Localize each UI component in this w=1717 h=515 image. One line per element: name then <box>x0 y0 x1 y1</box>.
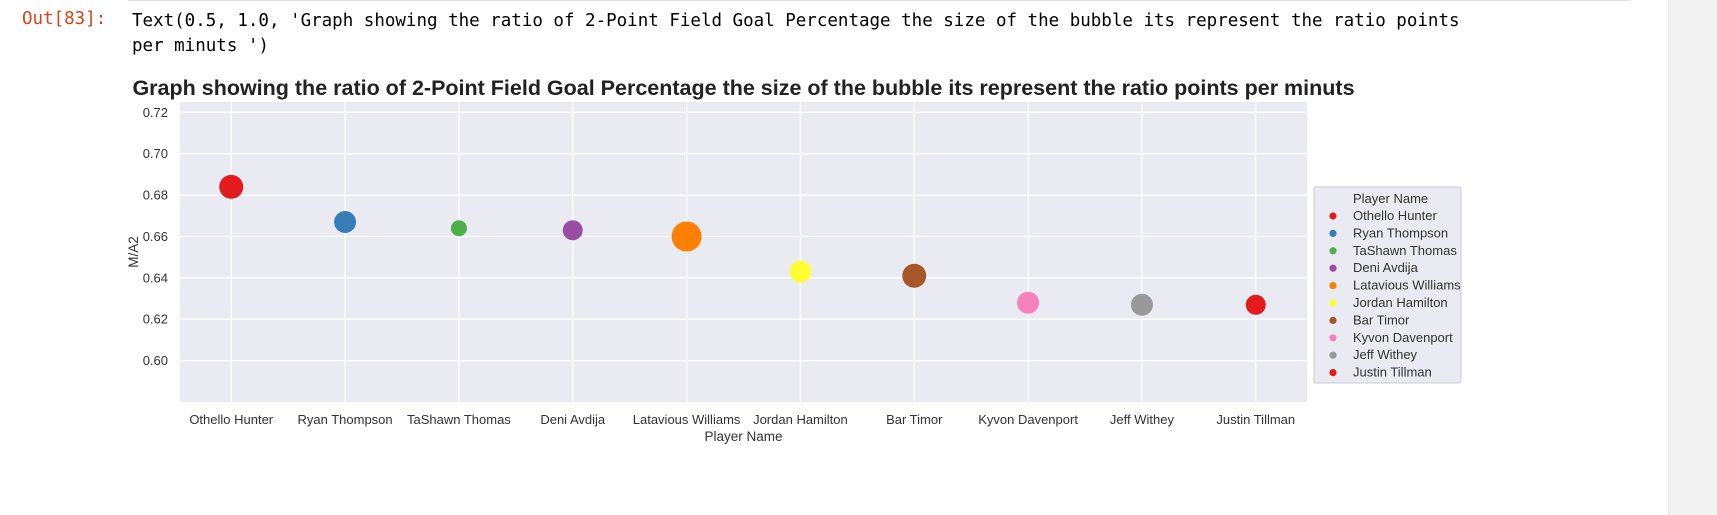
legend-marker <box>1329 299 1337 307</box>
data-point <box>219 174 244 199</box>
legend-marker <box>1329 264 1337 272</box>
x-tick-label: Bar Timor <box>886 412 943 427</box>
y-tick-label: 0.60 <box>143 353 168 368</box>
data-point <box>1130 293 1153 316</box>
legend-label: Latavious Williams <box>1353 278 1461 293</box>
legend-marker <box>1329 334 1337 342</box>
data-point <box>902 263 927 288</box>
data-point <box>789 260 812 283</box>
legend-label: Bar Timor <box>1353 312 1410 327</box>
legend-label: Othello Hunter <box>1353 208 1437 223</box>
y-tick-label: 0.62 <box>143 312 168 327</box>
y-tick-label: 0.70 <box>143 146 168 161</box>
data-point <box>562 220 583 241</box>
x-tick-label: Othello Hunter <box>189 412 273 427</box>
x-axis-label: Player Name <box>704 429 782 444</box>
legend-label: Jeff Withey <box>1353 347 1418 362</box>
x-tick-label: Kyvon Davenport <box>978 412 1078 427</box>
legend-label: TaShawn Thomas <box>1353 243 1457 258</box>
legend-label: Kyvon Davenport <box>1353 330 1453 345</box>
output-text[interactable]: Text(0.5, 1.0, 'Graph showing the ratio … <box>132 11 1460 56</box>
data-point <box>671 221 702 252</box>
plot-area <box>180 102 1307 402</box>
legend-label: Ryan Thompson <box>1353 225 1448 240</box>
data-point <box>1017 291 1040 314</box>
x-tick-labels: Othello Hunter Ryan Thompson TaShawn Thoma… <box>189 412 1295 427</box>
x-tick-label: Justin Tillman <box>1216 412 1295 427</box>
x-tick-label: Latavious Williams <box>633 412 741 427</box>
y-tick-label: 0.64 <box>143 270 168 285</box>
x-tick-label: Jeff Withey <box>1110 412 1175 427</box>
x-tick-label: TaShawn Thomas <box>407 412 511 427</box>
y-tick-label: 0.72 <box>143 105 168 120</box>
legend-label: Jordan Hamilton <box>1353 295 1448 310</box>
legend-items: Othello Hunter Ryan Thompson TaShawn Thoma… <box>1329 208 1461 380</box>
legend-marker <box>1329 351 1337 359</box>
x-tick-label: Jordan Hamilton <box>753 412 848 427</box>
legend-box <box>1313 186 1462 384</box>
chart-title: Graph showing the ratio of 2-Point Field… <box>132 76 1354 100</box>
legend-marker <box>1329 369 1337 377</box>
legend-marker <box>1329 212 1337 220</box>
output-prompt: Out[83]: <box>22 9 107 29</box>
legend-marker <box>1329 229 1337 237</box>
y-tick-label: 0.66 <box>143 229 168 244</box>
notebook-scrollbar[interactable] <box>1668 0 1717 515</box>
data-points <box>219 174 1266 316</box>
legend-marker <box>1329 282 1337 290</box>
bubble-chart: Graph showing the ratio of 2-Point Field… <box>126 76 1462 444</box>
legend-label: Deni Avdija <box>1353 260 1419 275</box>
legend: Player Name Othello Hunter Ryan Thompson T… <box>1313 186 1462 384</box>
y-axis-label: M/A2 <box>126 236 141 268</box>
legend-label: Justin Tillman <box>1353 365 1432 380</box>
grid-lines <box>180 102 1307 402</box>
legend-marker <box>1329 247 1337 255</box>
data-point <box>334 211 357 233</box>
data-point <box>450 220 467 237</box>
legend-title: Player Name <box>1353 191 1428 206</box>
y-tick-label: 0.68 <box>143 188 168 203</box>
x-tick-label: Deni Avdija <box>540 412 606 427</box>
legend-marker <box>1329 316 1337 324</box>
data-point <box>1245 294 1266 315</box>
y-tick-labels: 0.60 0.62 0.64 0.66 0.68 0.70 0.72 <box>143 105 168 368</box>
cell-top-border <box>128 0 1630 1</box>
x-tick-label: Ryan Thompson <box>297 412 392 427</box>
